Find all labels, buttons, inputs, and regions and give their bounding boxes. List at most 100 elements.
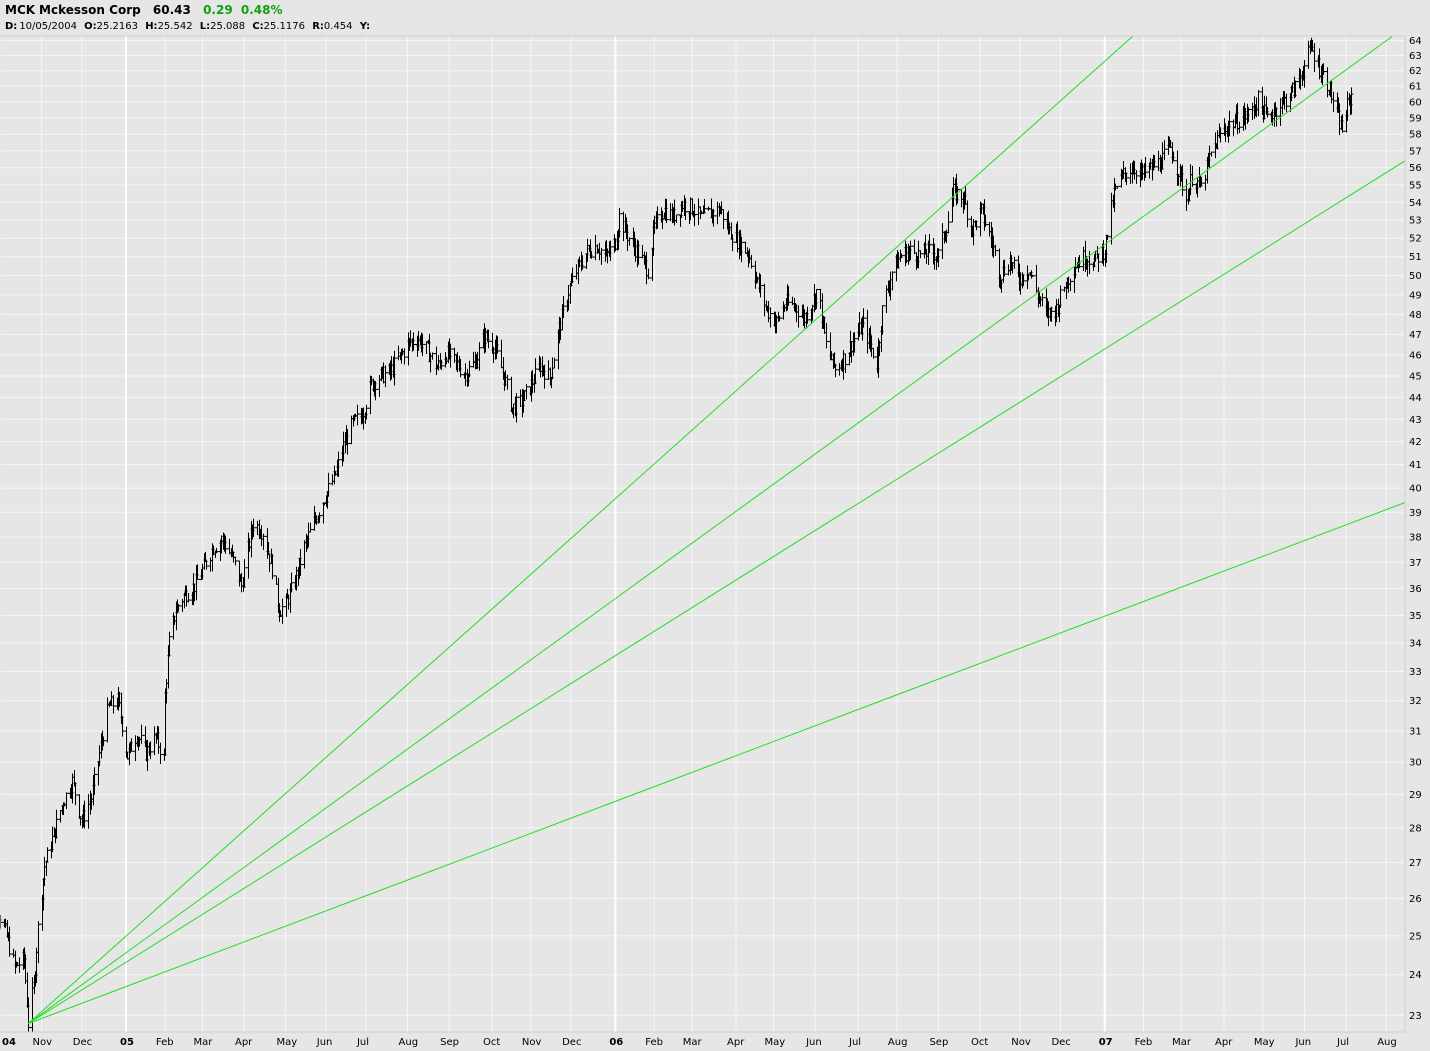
y-tick-label: 34 bbox=[1409, 638, 1422, 649]
y-tick-label: 63 bbox=[1409, 51, 1422, 62]
y-tick-label: 51 bbox=[1409, 252, 1422, 263]
x-tick-label: Aug bbox=[888, 1037, 908, 1048]
y-tick-label: 48 bbox=[1409, 310, 1422, 321]
y-tick-label: 46 bbox=[1409, 351, 1422, 362]
range-value: 0.454 bbox=[323, 21, 353, 32]
quote-header: MCK Mckesson Corp 60.43 0.29 0.48% D: 10/0… bbox=[0, 0, 1430, 36]
fan-line bbox=[27, 36, 1134, 1024]
fan-lines bbox=[27, 36, 1405, 1025]
x-tick-label: 07 bbox=[1099, 1037, 1113, 1048]
y-tick-label: 25 bbox=[1409, 931, 1422, 942]
x-tick-label: Mar bbox=[193, 1037, 213, 1048]
grid-lines bbox=[0, 36, 1405, 1032]
fan-line bbox=[27, 36, 1394, 1025]
x-tick-label: Jun bbox=[1294, 1037, 1311, 1048]
y-tick-label: 37 bbox=[1409, 558, 1422, 569]
y-tick-label: 35 bbox=[1409, 611, 1422, 622]
y-tick-label: 56 bbox=[1409, 163, 1422, 174]
x-tick-label: Jun bbox=[316, 1037, 333, 1048]
x-tick-label: Oct bbox=[483, 1037, 500, 1048]
x-tick-label: Oct bbox=[971, 1037, 988, 1048]
y-tick-label: 47 bbox=[1409, 330, 1422, 341]
x-tick-label: Sep bbox=[929, 1037, 948, 1048]
y-tick-label: 24 bbox=[1409, 970, 1422, 981]
company-name: Mckesson Corp bbox=[39, 3, 141, 17]
fan-line bbox=[27, 502, 1405, 1025]
open-value: 25.2163 bbox=[96, 21, 138, 32]
high-label: H: bbox=[145, 21, 158, 32]
y-tick-label: 38 bbox=[1409, 533, 1422, 544]
x-tick-label: Nov bbox=[33, 1037, 53, 1048]
x-tick-label: Dec bbox=[1051, 1037, 1070, 1048]
x-tick-label: Aug bbox=[399, 1037, 419, 1048]
x-tick-label: May bbox=[765, 1037, 786, 1048]
y-tick-label: 57 bbox=[1409, 146, 1422, 157]
low-value: 25.088 bbox=[210, 21, 246, 32]
x-tick-label: 04 bbox=[2, 1037, 16, 1048]
y-tick-label: 29 bbox=[1409, 790, 1422, 801]
y-tick-label: 31 bbox=[1409, 726, 1422, 737]
date-value: 10/05/2004 bbox=[19, 21, 77, 32]
y-tick-label: 52 bbox=[1409, 234, 1422, 245]
x-tick-label: May bbox=[277, 1037, 298, 1048]
y-tick-label: 40 bbox=[1409, 484, 1422, 495]
x-tick-label: Dec bbox=[73, 1037, 92, 1048]
x-tick-label: Aug bbox=[1377, 1037, 1397, 1048]
x-tick-label: Nov bbox=[1011, 1037, 1031, 1048]
x-tick-label: May bbox=[1254, 1037, 1275, 1048]
x-tick-label: Apr bbox=[727, 1037, 745, 1048]
plot-background bbox=[0, 36, 1405, 1032]
plot-frame bbox=[0, 35, 1406, 1033]
y-tick-label: 49 bbox=[1409, 290, 1422, 301]
x-tick-label: Apr bbox=[1215, 1037, 1233, 1048]
y-tick-label: 59 bbox=[1409, 113, 1422, 124]
y-tick-label: 42 bbox=[1409, 437, 1422, 448]
x-tick-label: Nov bbox=[522, 1037, 542, 1048]
x-tick-label: Jul bbox=[356, 1037, 369, 1048]
quote-summary: MCK Mckesson Corp 60.43 0.29 0.48% bbox=[5, 3, 287, 17]
y-tick-label: 61 bbox=[1409, 82, 1422, 93]
y-tick-label: 32 bbox=[1409, 696, 1422, 707]
x-tick-label: Dec bbox=[562, 1037, 581, 1048]
y-tick-label: 36 bbox=[1409, 584, 1422, 595]
y-tick-label: 44 bbox=[1409, 393, 1422, 404]
x-tick-label: Sep bbox=[440, 1037, 459, 1048]
y-tick-label: 58 bbox=[1409, 130, 1422, 141]
y-tick-label: 23 bbox=[1409, 1011, 1422, 1022]
y-tick-label: 53 bbox=[1409, 216, 1422, 227]
y-tick-label: 43 bbox=[1409, 415, 1422, 426]
high-value: 25.542 bbox=[157, 21, 193, 32]
x-tick-label: Feb bbox=[645, 1037, 663, 1048]
ohlc-readout: D: 10/05/2004 O:25.2163 H:25.542 L:25.088… bbox=[5, 21, 374, 32]
fan-line bbox=[27, 160, 1405, 1025]
x-tick-label: 06 bbox=[609, 1037, 623, 1048]
date-label: D: bbox=[5, 21, 18, 32]
low-label: L: bbox=[199, 21, 211, 32]
close-label: C: bbox=[252, 21, 264, 32]
y-tick-label: 41 bbox=[1409, 460, 1422, 471]
y-tick-label: 55 bbox=[1409, 180, 1422, 191]
x-tick-label: Feb bbox=[156, 1037, 174, 1048]
y-tick-label: 30 bbox=[1409, 758, 1422, 769]
x-tick-label: 05 bbox=[120, 1037, 134, 1048]
y-tick-label: 45 bbox=[1409, 371, 1422, 382]
y-axis: 23 24 25 26 27 28 29 30 31 32 33 34 35 36 37 38 39 40 41 42… bbox=[1409, 36, 1422, 1022]
x-tick-label: Apr bbox=[235, 1037, 253, 1048]
ticker-symbol: MCK bbox=[5, 3, 36, 17]
price-change-percent: 0.48% bbox=[240, 3, 283, 17]
y-tick-label: 50 bbox=[1409, 271, 1422, 282]
x-tick-label: Jul bbox=[1336, 1037, 1349, 1048]
y-tick-label: 60 bbox=[1409, 97, 1422, 108]
y-tick-label: 64 bbox=[1409, 36, 1422, 47]
x-tick-label: Feb bbox=[1135, 1037, 1153, 1048]
y-tick-label: 28 bbox=[1409, 823, 1422, 834]
price-change: 0.29 bbox=[203, 3, 233, 17]
y-tick-label: 27 bbox=[1409, 858, 1422, 869]
last-price: 60.43 bbox=[152, 3, 191, 17]
y-tick-label: 26 bbox=[1409, 894, 1422, 905]
x-tick-label: Jun bbox=[805, 1037, 822, 1048]
close-value: 25.1176 bbox=[263, 21, 306, 32]
price-bars bbox=[0, 37, 1354, 1032]
x-tick-label: Jul bbox=[848, 1037, 861, 1048]
